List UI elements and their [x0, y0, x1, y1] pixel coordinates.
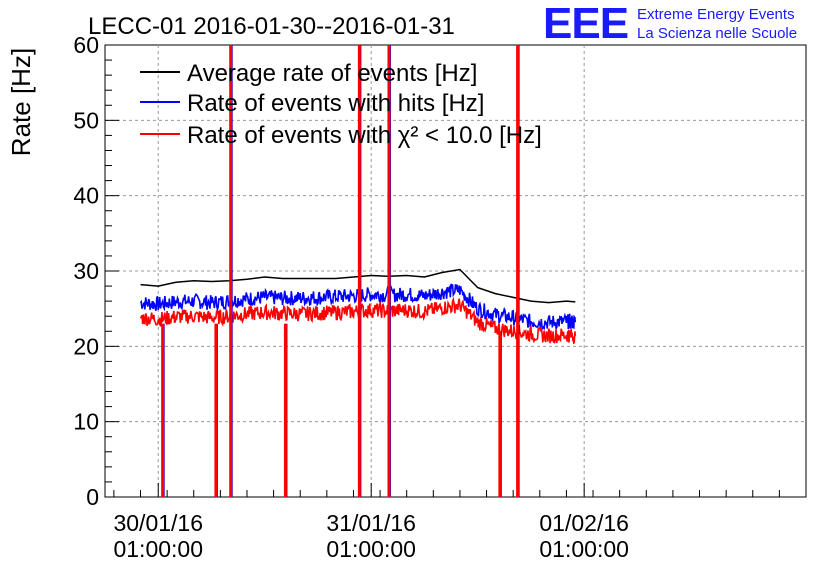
y-tick-label: 30 — [73, 258, 99, 284]
x-tick-time-label: 01:00:00 — [539, 536, 629, 562]
logo-mark: EEE — [543, 0, 628, 48]
x-tick-date-label: 30/01/16 — [113, 510, 203, 536]
x-axis: 30/01/1601:00:0031/01/1601:00:0001/02/16… — [113, 483, 780, 562]
legend-label: Rate of events with hits [Hz] — [187, 90, 484, 117]
y-tick-label: 50 — [73, 107, 99, 133]
logo-line1: Extreme Energy Events — [637, 6, 795, 23]
y-tick-label: 0 — [86, 484, 99, 510]
x-tick-time-label: 01:00:00 — [113, 536, 203, 562]
series-line-3 — [139, 296, 577, 345]
x-tick-date-label: 31/01/16 — [326, 510, 416, 536]
y-axis-label: Rate [Hz] — [6, 48, 36, 156]
y-axis: 0 10 20 30 40 50 60 — [73, 32, 119, 510]
legend: Average rate of events [Hz] Rate of event… — [140, 60, 542, 149]
eee-logo: EEE Extreme Energy Events La Scienza nel… — [543, 0, 797, 48]
y-tick-label: 20 — [73, 333, 99, 359]
spikes — [161, 45, 520, 497]
chart-title: LECC-01 2016-01-30--2016-01-31 — [88, 13, 455, 40]
x-tick-date-label: 01/02/16 — [539, 510, 629, 536]
series-line-2 — [139, 283, 577, 331]
logo-line2: La Scienza nelle Scuole — [637, 25, 797, 42]
series-line-1 — [140, 268, 576, 304]
x-tick-time-label: 01:00:00 — [326, 536, 416, 562]
legend-label: Rate of events with χ² < 10.0 [Hz] — [187, 122, 542, 149]
legend-label: Average rate of events [Hz] — [187, 60, 477, 87]
y-tick-label: 40 — [73, 183, 99, 209]
y-tick-label: 10 — [73, 409, 99, 435]
y-tick-label: 60 — [73, 32, 99, 58]
series-lines — [139, 268, 577, 345]
